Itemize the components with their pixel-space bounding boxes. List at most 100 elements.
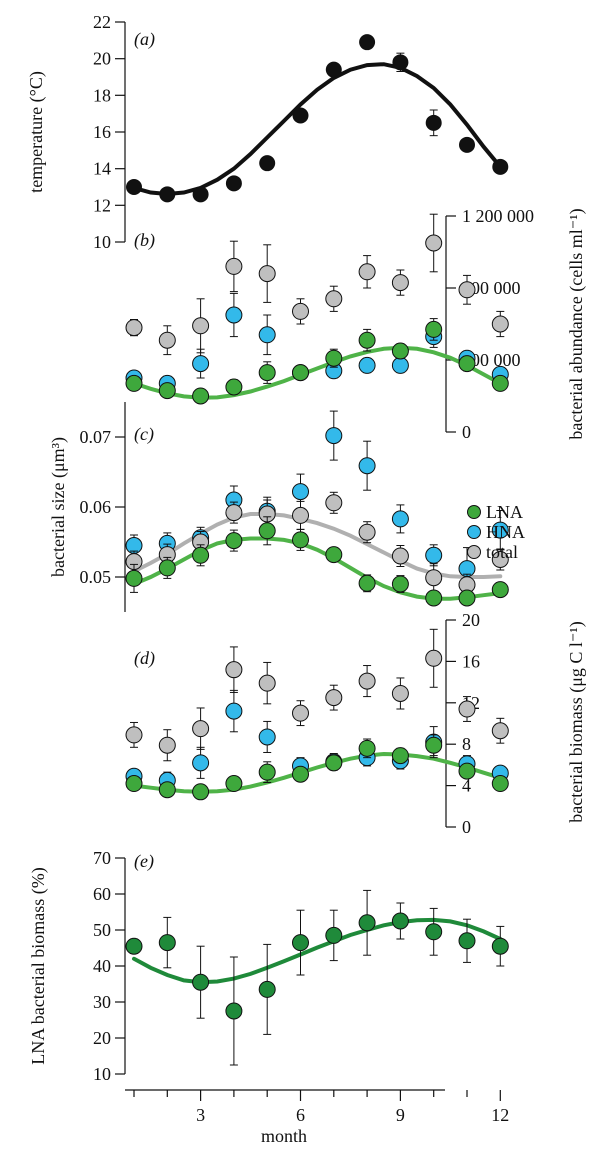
- data-point-total: [458, 281, 476, 299]
- data-point-total: [292, 704, 309, 722]
- data-point-lna: [358, 331, 376, 349]
- data-point-lna_pct: [325, 926, 343, 944]
- data-point-total: [225, 257, 243, 275]
- y-axis-label: temperature (°C): [26, 71, 47, 193]
- data-point-total: [358, 672, 376, 690]
- y-tick-label: 30: [93, 992, 111, 1012]
- data-point-lna: [158, 559, 176, 577]
- data-point-total: [158, 331, 176, 349]
- y-tick-label: 0: [462, 422, 471, 442]
- data-point-hna: [192, 754, 210, 772]
- y-tick-label: 0.07: [80, 427, 112, 447]
- data-point-total: [292, 302, 309, 320]
- panel-3: 0.05 0.06 0.07 bacterial size (μm³) (c): [48, 402, 509, 612]
- data-point-lna: [491, 374, 509, 392]
- data-point-lna: [258, 763, 276, 781]
- y-tick-label: 4: [462, 776, 471, 796]
- panel-label: (b): [134, 230, 155, 251]
- data-point-total: [391, 547, 409, 565]
- data-point-total: [391, 274, 409, 292]
- series-lna: [125, 318, 509, 405]
- data-point-temperature: [259, 155, 276, 172]
- y-tick-label: 20: [462, 610, 480, 630]
- data-point-total: [225, 661, 243, 679]
- data-point-lna_pct: [458, 932, 476, 950]
- data-point-temperature: [425, 114, 442, 131]
- y-tick-label: 10: [93, 232, 111, 252]
- data-point-lna: [391, 342, 409, 360]
- data-point-lna_pct: [192, 973, 210, 991]
- data-point-lna_pct: [391, 912, 409, 930]
- data-point-lna: [358, 739, 376, 757]
- data-point-hna: [258, 728, 276, 746]
- y-tick-label: 16: [462, 651, 480, 671]
- panels: 10 12 14 16 18 20 22 temperature (°C) (a) 0 400 00…: [26, 12, 587, 1084]
- fit-curve-lna: [132, 536, 503, 601]
- data-point-lna: [258, 522, 276, 540]
- fit-curve-lna: [132, 345, 503, 400]
- data-point-hna: [491, 521, 509, 539]
- data-point-temperature: [292, 107, 309, 124]
- x-tick-label: 3: [196, 1105, 205, 1125]
- y-tick-label: 800 000: [462, 278, 521, 298]
- data-point-temperature: [192, 186, 209, 203]
- x-axis: 3 6 9 12 month: [125, 1089, 509, 1146]
- data-point-temperature: [159, 186, 176, 203]
- data-point-total: [358, 523, 376, 541]
- data-point-temperature: [126, 179, 142, 195]
- data-point-total: [325, 494, 343, 512]
- data-point-lna: [391, 575, 409, 593]
- y-tick-label: 20: [93, 1028, 111, 1048]
- panel-4: 048121620bacterial biomass (μg C l⁻¹)(d): [125, 610, 587, 837]
- data-point-lna: [425, 589, 443, 607]
- panel-5: 10 20 30 40 50 60 70 LNA bacterial biomass (%) (…: [28, 848, 509, 1084]
- data-point-hna: [391, 356, 409, 374]
- data-point-total: [491, 315, 509, 333]
- data-point-hna: [425, 546, 443, 564]
- data-point-lna: [158, 382, 176, 400]
- data-point-temperature: [392, 54, 409, 71]
- data-point-lna: [125, 775, 143, 793]
- y-tick-label: 16: [93, 122, 111, 142]
- data-point-total: [425, 569, 443, 587]
- data-point-lna: [292, 364, 309, 382]
- data-point-lna: [325, 349, 343, 367]
- data-point-lna: [158, 781, 176, 799]
- y-tick-label: 18: [93, 85, 111, 105]
- data-point-lna: [258, 364, 276, 382]
- series-hna: [125, 689, 509, 790]
- data-point-lna: [425, 736, 443, 754]
- legend: LNA HNA total: [467, 502, 525, 562]
- data-point-hna: [358, 457, 376, 475]
- fit-curve-temperature: [132, 62, 503, 197]
- series-lna_pct: [125, 889, 509, 1066]
- data-point-lna: [192, 387, 210, 405]
- series-total: [125, 213, 509, 356]
- fit-curve-lna_pct: [132, 917, 503, 985]
- data-point-lna: [192, 546, 210, 564]
- series-hna: [125, 292, 509, 392]
- data-point-temperature: [459, 136, 475, 153]
- data-point-lna: [192, 783, 210, 801]
- data-point-lna_pct: [225, 1002, 243, 1020]
- x-tick-label: 12: [491, 1105, 509, 1125]
- data-point-total: [325, 689, 343, 707]
- y-axis-label: bacterial size (μm³): [48, 437, 69, 577]
- data-point-temperature: [225, 175, 242, 192]
- y-tick-label: 8: [462, 734, 471, 754]
- y-tick-label: 40: [93, 956, 111, 976]
- y-tick-label: 10: [93, 1064, 111, 1084]
- y-axis-label: bacterial biomass (μg C l⁻¹): [566, 621, 587, 823]
- data-point-temperature: [359, 34, 376, 51]
- legend-marker-total: [467, 545, 481, 559]
- y-tick-label: 50: [93, 920, 111, 940]
- y-axis-label: LNA bacterial biomass (%): [28, 867, 49, 1064]
- legend-marker-hna: [467, 525, 481, 539]
- data-point-lna: [491, 581, 509, 599]
- y-axis-label: bacterial abundance (cells ml⁻¹): [566, 208, 587, 439]
- legend-label-hna: HNA: [486, 522, 525, 542]
- legend-label-lna: LNA: [486, 502, 523, 522]
- y-tick-label: 1 200 000: [462, 206, 534, 226]
- data-point-hna: [358, 356, 376, 374]
- fit-curve-lna: [132, 751, 503, 794]
